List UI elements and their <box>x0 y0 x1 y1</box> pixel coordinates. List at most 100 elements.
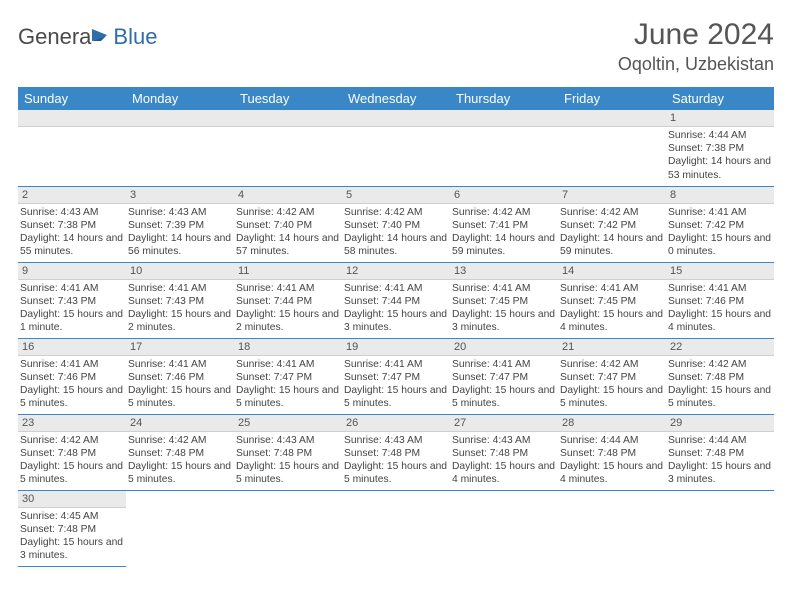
sunrise-text: Sunrise: 4:41 AM <box>236 358 340 371</box>
sunset-text: Sunset: 7:44 PM <box>236 295 340 308</box>
calendar-row: 16Sunrise: 4:41 AMSunset: 7:46 PMDayligh… <box>18 338 774 414</box>
sunset-text: Sunset: 7:40 PM <box>236 219 340 232</box>
day-body: Sunrise: 4:41 AMSunset: 7:46 PMDaylight:… <box>666 280 774 337</box>
day-number-empty <box>450 110 558 127</box>
calendar-cell <box>450 490 558 566</box>
daylight-text: Daylight: 15 hours and 4 minutes. <box>668 308 772 334</box>
calendar-cell <box>126 490 234 566</box>
day-number: 6 <box>450 187 558 204</box>
sunrise-text: Sunrise: 4:41 AM <box>128 282 232 295</box>
daylight-text: Daylight: 15 hours and 5 minutes. <box>20 460 124 486</box>
day-number-empty <box>18 110 126 127</box>
calendar-row: 1Sunrise: 4:44 AMSunset: 7:38 PMDaylight… <box>18 110 774 186</box>
calendar-cell <box>558 110 666 186</box>
calendar-cell: 7Sunrise: 4:42 AMSunset: 7:42 PMDaylight… <box>558 186 666 262</box>
day-number: 30 <box>18 491 126 508</box>
daylight-text: Daylight: 14 hours and 55 minutes. <box>20 232 124 258</box>
day-number-empty <box>558 110 666 127</box>
sunset-text: Sunset: 7:48 PM <box>236 447 340 460</box>
sunset-text: Sunset: 7:48 PM <box>128 447 232 460</box>
day-number: 14 <box>558 263 666 280</box>
daylight-text: Daylight: 14 hours and 57 minutes. <box>236 232 340 258</box>
daylight-text: Daylight: 15 hours and 3 minutes. <box>20 536 124 562</box>
calendar-row: 2Sunrise: 4:43 AMSunset: 7:38 PMDaylight… <box>18 186 774 262</box>
sunrise-text: Sunrise: 4:41 AM <box>20 358 124 371</box>
sunrise-text: Sunrise: 4:42 AM <box>128 434 232 447</box>
calendar-table: Sunday Monday Tuesday Wednesday Thursday… <box>18 87 774 567</box>
daylight-text: Daylight: 15 hours and 3 minutes. <box>344 308 448 334</box>
flag-icon <box>91 24 111 50</box>
day-body: Sunrise: 4:44 AMSunset: 7:48 PMDaylight:… <box>558 432 666 489</box>
sunrise-text: Sunrise: 4:42 AM <box>668 358 772 371</box>
day-number: 26 <box>342 415 450 432</box>
calendar-cell: 17Sunrise: 4:41 AMSunset: 7:46 PMDayligh… <box>126 338 234 414</box>
day-number: 9 <box>18 263 126 280</box>
daylight-text: Daylight: 14 hours and 53 minutes. <box>668 155 772 181</box>
day-body: Sunrise: 4:41 AMSunset: 7:43 PMDaylight:… <box>126 280 234 337</box>
day-number: 22 <box>666 339 774 356</box>
daylight-text: Daylight: 15 hours and 5 minutes. <box>128 460 232 486</box>
sunset-text: Sunset: 7:47 PM <box>344 371 448 384</box>
sunset-text: Sunset: 7:48 PM <box>668 447 772 460</box>
calendar-row: 23Sunrise: 4:42 AMSunset: 7:48 PMDayligh… <box>18 414 774 490</box>
day-body: Sunrise: 4:41 AMSunset: 7:45 PMDaylight:… <box>450 280 558 337</box>
weekday-header: Wednesday <box>342 87 450 110</box>
day-number-empty <box>234 110 342 127</box>
sunset-text: Sunset: 7:45 PM <box>560 295 664 308</box>
sunset-text: Sunset: 7:47 PM <box>560 371 664 384</box>
calendar-cell <box>450 110 558 186</box>
day-number: 20 <box>450 339 558 356</box>
daylight-text: Daylight: 15 hours and 5 minutes. <box>560 384 664 410</box>
weekday-header: Saturday <box>666 87 774 110</box>
sunrise-text: Sunrise: 4:41 AM <box>344 282 448 295</box>
day-number: 2 <box>18 187 126 204</box>
day-number: 29 <box>666 415 774 432</box>
day-number: 8 <box>666 187 774 204</box>
calendar-cell: 1Sunrise: 4:44 AMSunset: 7:38 PMDaylight… <box>666 110 774 186</box>
sunrise-text: Sunrise: 4:41 AM <box>452 358 556 371</box>
sunrise-text: Sunrise: 4:43 AM <box>128 206 232 219</box>
calendar-cell <box>126 110 234 186</box>
calendar-cell <box>234 490 342 566</box>
brand-part1: Genera <box>18 24 91 50</box>
daylight-text: Daylight: 15 hours and 3 minutes. <box>452 308 556 334</box>
day-number: 13 <box>450 263 558 280</box>
sunrise-text: Sunrise: 4:41 AM <box>344 358 448 371</box>
sunset-text: Sunset: 7:48 PM <box>344 447 448 460</box>
weekday-header: Friday <box>558 87 666 110</box>
day-number: 28 <box>558 415 666 432</box>
calendar-cell: 22Sunrise: 4:42 AMSunset: 7:48 PMDayligh… <box>666 338 774 414</box>
daylight-text: Daylight: 15 hours and 5 minutes. <box>236 384 340 410</box>
calendar-cell: 21Sunrise: 4:42 AMSunset: 7:47 PMDayligh… <box>558 338 666 414</box>
daylight-text: Daylight: 14 hours and 59 minutes. <box>560 232 664 258</box>
daylight-text: Daylight: 15 hours and 5 minutes. <box>668 384 772 410</box>
day-number: 19 <box>342 339 450 356</box>
sunset-text: Sunset: 7:48 PM <box>20 447 124 460</box>
sunrise-text: Sunrise: 4:42 AM <box>20 434 124 447</box>
day-number-empty <box>342 110 450 127</box>
day-number: 15 <box>666 263 774 280</box>
calendar-cell: 16Sunrise: 4:41 AMSunset: 7:46 PMDayligh… <box>18 338 126 414</box>
calendar-cell: 12Sunrise: 4:41 AMSunset: 7:44 PMDayligh… <box>342 262 450 338</box>
day-number: 3 <box>126 187 234 204</box>
sunset-text: Sunset: 7:38 PM <box>20 219 124 232</box>
day-number: 17 <box>126 339 234 356</box>
day-body: Sunrise: 4:41 AMSunset: 7:44 PMDaylight:… <box>342 280 450 337</box>
day-number: 25 <box>234 415 342 432</box>
calendar-cell: 20Sunrise: 4:41 AMSunset: 7:47 PMDayligh… <box>450 338 558 414</box>
daylight-text: Daylight: 15 hours and 1 minute. <box>20 308 124 334</box>
sunset-text: Sunset: 7:39 PM <box>128 219 232 232</box>
sunset-text: Sunset: 7:42 PM <box>560 219 664 232</box>
sunrise-text: Sunrise: 4:43 AM <box>20 206 124 219</box>
month-title: June 2024 <box>618 18 774 52</box>
calendar-cell <box>342 490 450 566</box>
day-number: 18 <box>234 339 342 356</box>
daylight-text: Daylight: 15 hours and 5 minutes. <box>344 384 448 410</box>
day-body: Sunrise: 4:43 AMSunset: 7:39 PMDaylight:… <box>126 204 234 261</box>
calendar-cell: 28Sunrise: 4:44 AMSunset: 7:48 PMDayligh… <box>558 414 666 490</box>
day-body: Sunrise: 4:43 AMSunset: 7:38 PMDaylight:… <box>18 204 126 261</box>
brand-part2: Blue <box>113 24 157 50</box>
calendar-cell: 8Sunrise: 4:41 AMSunset: 7:42 PMDaylight… <box>666 186 774 262</box>
sunrise-text: Sunrise: 4:44 AM <box>668 434 772 447</box>
day-body: Sunrise: 4:41 AMSunset: 7:47 PMDaylight:… <box>234 356 342 413</box>
